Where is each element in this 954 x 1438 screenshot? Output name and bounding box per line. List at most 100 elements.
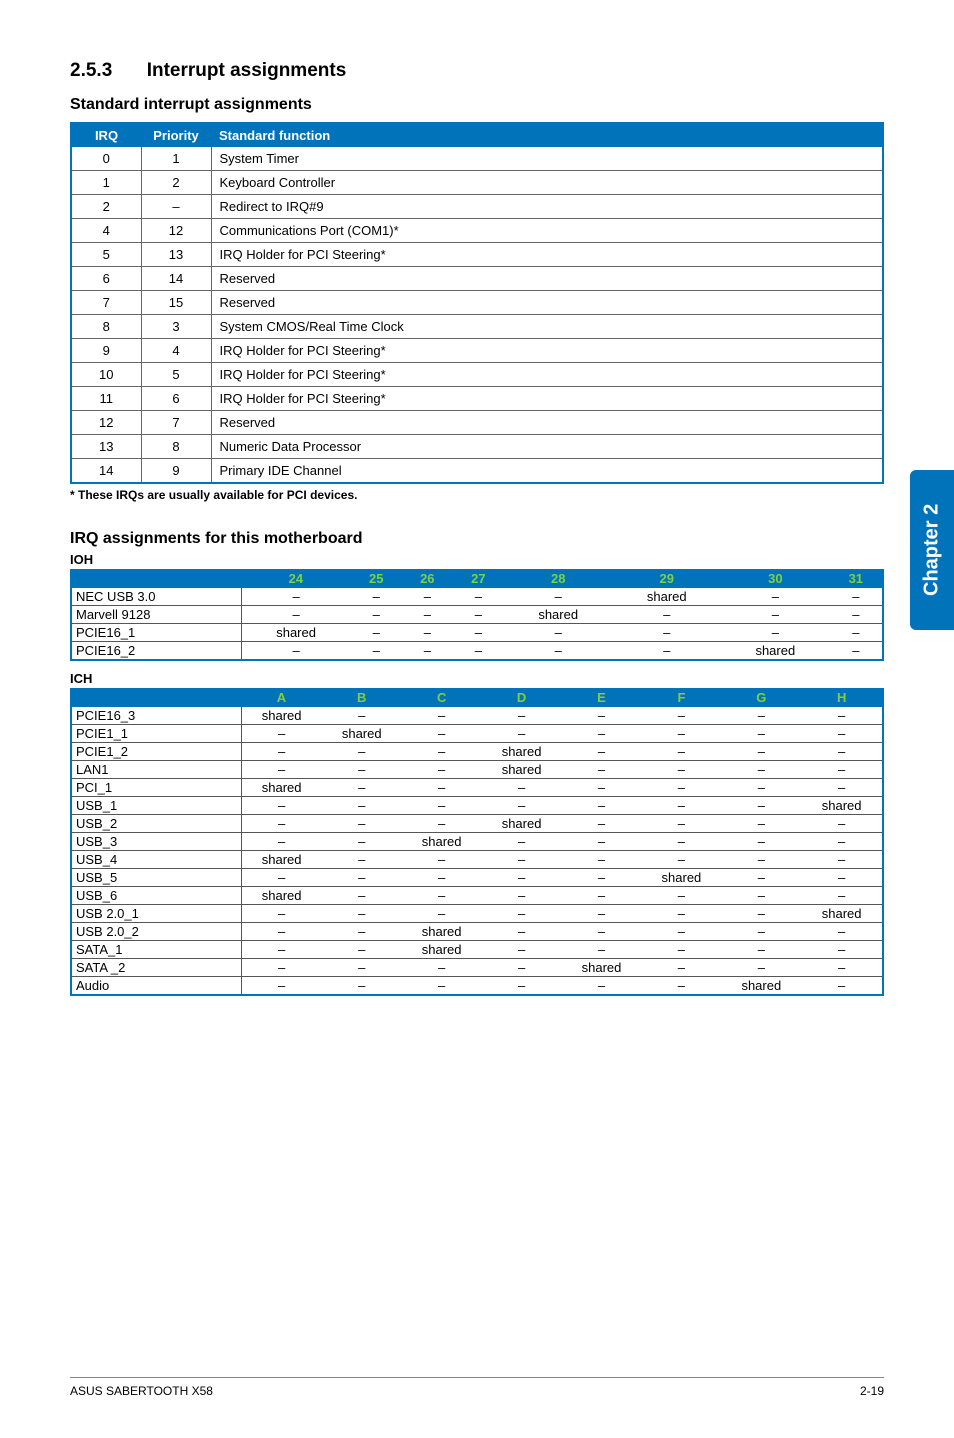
table-row: Marvell 9128––––shared––– [71, 606, 883, 624]
cell: – [453, 588, 504, 606]
cell: – [402, 815, 482, 833]
cell: Keyboard Controller [211, 171, 883, 195]
cell: IRQ Holder for PCI Steering* [211, 243, 883, 267]
cell: – [322, 707, 402, 725]
cell: – [241, 869, 322, 887]
cell: – [562, 779, 642, 797]
cell: – [241, 797, 322, 815]
cell: 12 [71, 411, 141, 435]
cell: USB 2.0_2 [71, 923, 241, 941]
cell: 8 [141, 435, 211, 459]
table-row: 127Reserved [71, 411, 883, 435]
cell: – [504, 624, 613, 642]
cell: – [241, 743, 322, 761]
cell: Reserved [211, 411, 883, 435]
cell: – [721, 815, 801, 833]
cell: 9 [141, 459, 211, 484]
cell: – [482, 941, 562, 959]
cell: shared [402, 941, 482, 959]
cell: 13 [71, 435, 141, 459]
cell: – [402, 905, 482, 923]
table-row: 83System CMOS/Real Time Clock [71, 315, 883, 339]
cell: – [641, 797, 721, 815]
cell: – [241, 959, 322, 977]
table-row: 513IRQ Holder for PCI Steering* [71, 243, 883, 267]
cell: – [801, 869, 883, 887]
col-header: 31 [830, 569, 883, 588]
cell: USB_2 [71, 815, 241, 833]
cell: – [641, 707, 721, 725]
table-row: 116IRQ Holder for PCI Steering* [71, 387, 883, 411]
table-row: PCI_1shared––––––– [71, 779, 883, 797]
col-header: 25 [351, 569, 402, 588]
cell: – [453, 624, 504, 642]
cell: SATA _2 [71, 959, 241, 977]
cell: – [562, 761, 642, 779]
cell: – [351, 642, 402, 661]
cell: shared [801, 797, 883, 815]
col-header: E [562, 688, 642, 707]
cell: – [641, 779, 721, 797]
cell: 4 [141, 339, 211, 363]
cell: – [562, 797, 642, 815]
table-row: 412Communications Port (COM1)* [71, 219, 883, 243]
col-header [71, 688, 241, 707]
table-row: PCIE1_2–––shared–––– [71, 743, 883, 761]
table-row: Audio––––––shared– [71, 977, 883, 996]
table-row: PCIE1_1–shared–––––– [71, 725, 883, 743]
cell: – [830, 588, 883, 606]
cell: 15 [141, 291, 211, 315]
irq-footnote: * These IRQs are usually available for P… [70, 488, 884, 502]
cell: USB_1 [71, 797, 241, 815]
cell: – [721, 743, 801, 761]
irq-motherboard-heading: IRQ assignments for this motherboard [70, 530, 884, 548]
cell: – [402, 624, 453, 642]
cell: – [641, 761, 721, 779]
cell: – [453, 606, 504, 624]
cell: – [801, 923, 883, 941]
cell: 2 [141, 171, 211, 195]
page-footer: ASUS SABERTOOTH X58 2-19 [70, 1377, 884, 1398]
cell: PCIE16_1 [71, 624, 241, 642]
cell: – [801, 743, 883, 761]
cell: – [641, 923, 721, 941]
table-row: USB 2.0_1–––––––shared [71, 905, 883, 923]
cell: – [402, 725, 482, 743]
cell: 1 [141, 147, 211, 171]
cell: – [241, 923, 322, 941]
cell: shared [402, 833, 482, 851]
cell: – [721, 905, 801, 923]
cell: IRQ Holder for PCI Steering* [211, 339, 883, 363]
cell: – [562, 851, 642, 869]
cell: Communications Port (COM1)* [211, 219, 883, 243]
cell: – [482, 779, 562, 797]
cell: shared [241, 707, 322, 725]
ich-table: ABCDEFGH PCIE16_3shared–––––––PCIE1_1–sh… [70, 688, 884, 996]
cell: 2 [71, 195, 141, 219]
ioh-table: 2425262728293031 NEC USB 3.0–––––shared–… [70, 569, 884, 661]
cell: – [402, 606, 453, 624]
cell: – [241, 588, 351, 606]
section-header: 2.5.3 Interrupt assignments [70, 60, 884, 82]
table-row: 715Reserved [71, 291, 883, 315]
footer-right: 2-19 [860, 1384, 884, 1398]
cell: – [402, 797, 482, 815]
cell: – [402, 977, 482, 996]
cell: – [721, 959, 801, 977]
cell: – [482, 725, 562, 743]
col-priority: Priority [141, 123, 211, 147]
cell: shared [241, 851, 322, 869]
cell: shared [641, 869, 721, 887]
cell: 5 [141, 363, 211, 387]
cell: – [721, 887, 801, 905]
cell: 4 [71, 219, 141, 243]
cell: – [482, 851, 562, 869]
table-row: 105IRQ Holder for PCI Steering* [71, 363, 883, 387]
table-row: USB_4shared––––––– [71, 851, 883, 869]
col-header: D [482, 688, 562, 707]
cell: 14 [71, 459, 141, 484]
table-row: 614Reserved [71, 267, 883, 291]
cell: – [322, 743, 402, 761]
cell: 1 [71, 171, 141, 195]
cell: IRQ Holder for PCI Steering* [211, 363, 883, 387]
